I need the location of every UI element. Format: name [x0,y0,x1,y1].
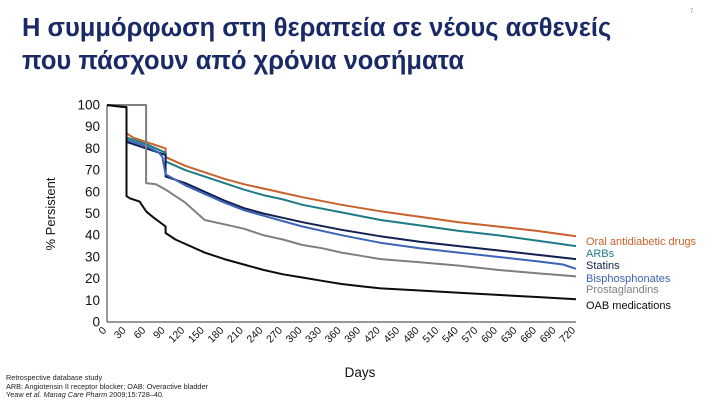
x-tick-label: 510 [420,325,441,346]
footnote-study: Retrospective database study [6,373,103,382]
footnote-abbreviations: ARB: Angiotensin II receptor blocker; OA… [6,381,208,391]
x-tick-label: 30 [112,325,129,342]
x-tick-label: 210 [225,325,246,346]
series-line-4 [106,104,577,270]
reference-authors: Yeaw [6,390,26,400]
slide-title: Η συμμόρφωση στη θεραπεία σε νέους ασθεν… [22,12,692,78]
x-tick-label: 660 [518,325,539,346]
x-tick-label: 240 [245,325,266,346]
y-tick-label: 0 [92,315,100,330]
y-tick-label: 40 [85,228,100,243]
x-axis-title: Days [345,365,376,380]
slide-title-line-1: Η συμμόρφωση στη θεραπεία σε νέους ασθεν… [22,14,612,42]
x-tick-label: 720 [557,325,578,346]
x-tick-label: 120 [166,325,187,346]
y-tick-label: 60 [85,184,100,199]
legend-entry: OAB medications [586,300,671,312]
x-tick-label: 330 [303,325,324,346]
x-tick-label: 0 [97,325,110,338]
y-tick-label: 10 [85,293,100,308]
x-tick-label: 270 [264,325,285,346]
x-tick-label: 90 [151,325,168,342]
x-tick-label: 690 [538,325,559,346]
chart-lines [106,104,577,301]
series-line-3 [106,104,577,261]
reference-details: 2009;15:728–40. [107,390,164,400]
x-tick-label: 300 [284,325,305,346]
legend-entry: Bisphosphonates [586,273,671,285]
x-tick-label: 180 [205,325,226,346]
x-tick-label: 540 [440,325,461,346]
x-tick-label: 60 [131,325,148,342]
x-tick-label: 150 [186,325,207,346]
legend-entry: Statins [586,260,620,272]
footnotes: Retrospective database study ARB: Angiot… [6,373,208,400]
series-line-2 [106,104,577,248]
x-tick-label: 360 [323,325,344,346]
x-tick-label: 600 [479,325,500,346]
y-tick-label: 50 [85,206,100,221]
x-tick-label: 390 [342,325,363,346]
y-tick-label: 80 [85,141,100,156]
y-tick-label: 90 [85,119,100,134]
reference-journal: et al. Manag Care Pharm [25,390,108,400]
slide-title-line-2: που πάσχουν από χρόνια νοσήματα [22,47,465,75]
legend-entry: Prostaglandins [586,284,659,296]
x-tick-label: 420 [362,325,383,346]
y-tick-label: 30 [85,249,100,264]
x-tick-label: 450 [381,325,402,346]
footnote-reference: Yeaw et al. Manag Care Pharm 2009;15:728… [6,390,208,400]
y-tick-label: 20 [85,271,100,286]
page-number: 7 [690,9,694,15]
x-tick-label: 480 [401,325,422,346]
series-line-6 [106,104,577,301]
legend-entry: ARBs [586,248,615,260]
y-axis-title: % Persistent [43,177,58,250]
chart-legend: Oral antidiabetic drugsARBsStatinsBispho… [586,236,697,312]
legend-entry: Oral antidiabetic drugs [586,236,697,248]
x-tick-label: 630 [499,325,520,346]
y-tick-label: 70 [85,163,100,178]
series-line-1 [106,104,577,238]
series-line-5 [107,104,577,278]
y-tick-label: 100 [77,98,100,113]
x-tick-label: 570 [460,325,481,346]
